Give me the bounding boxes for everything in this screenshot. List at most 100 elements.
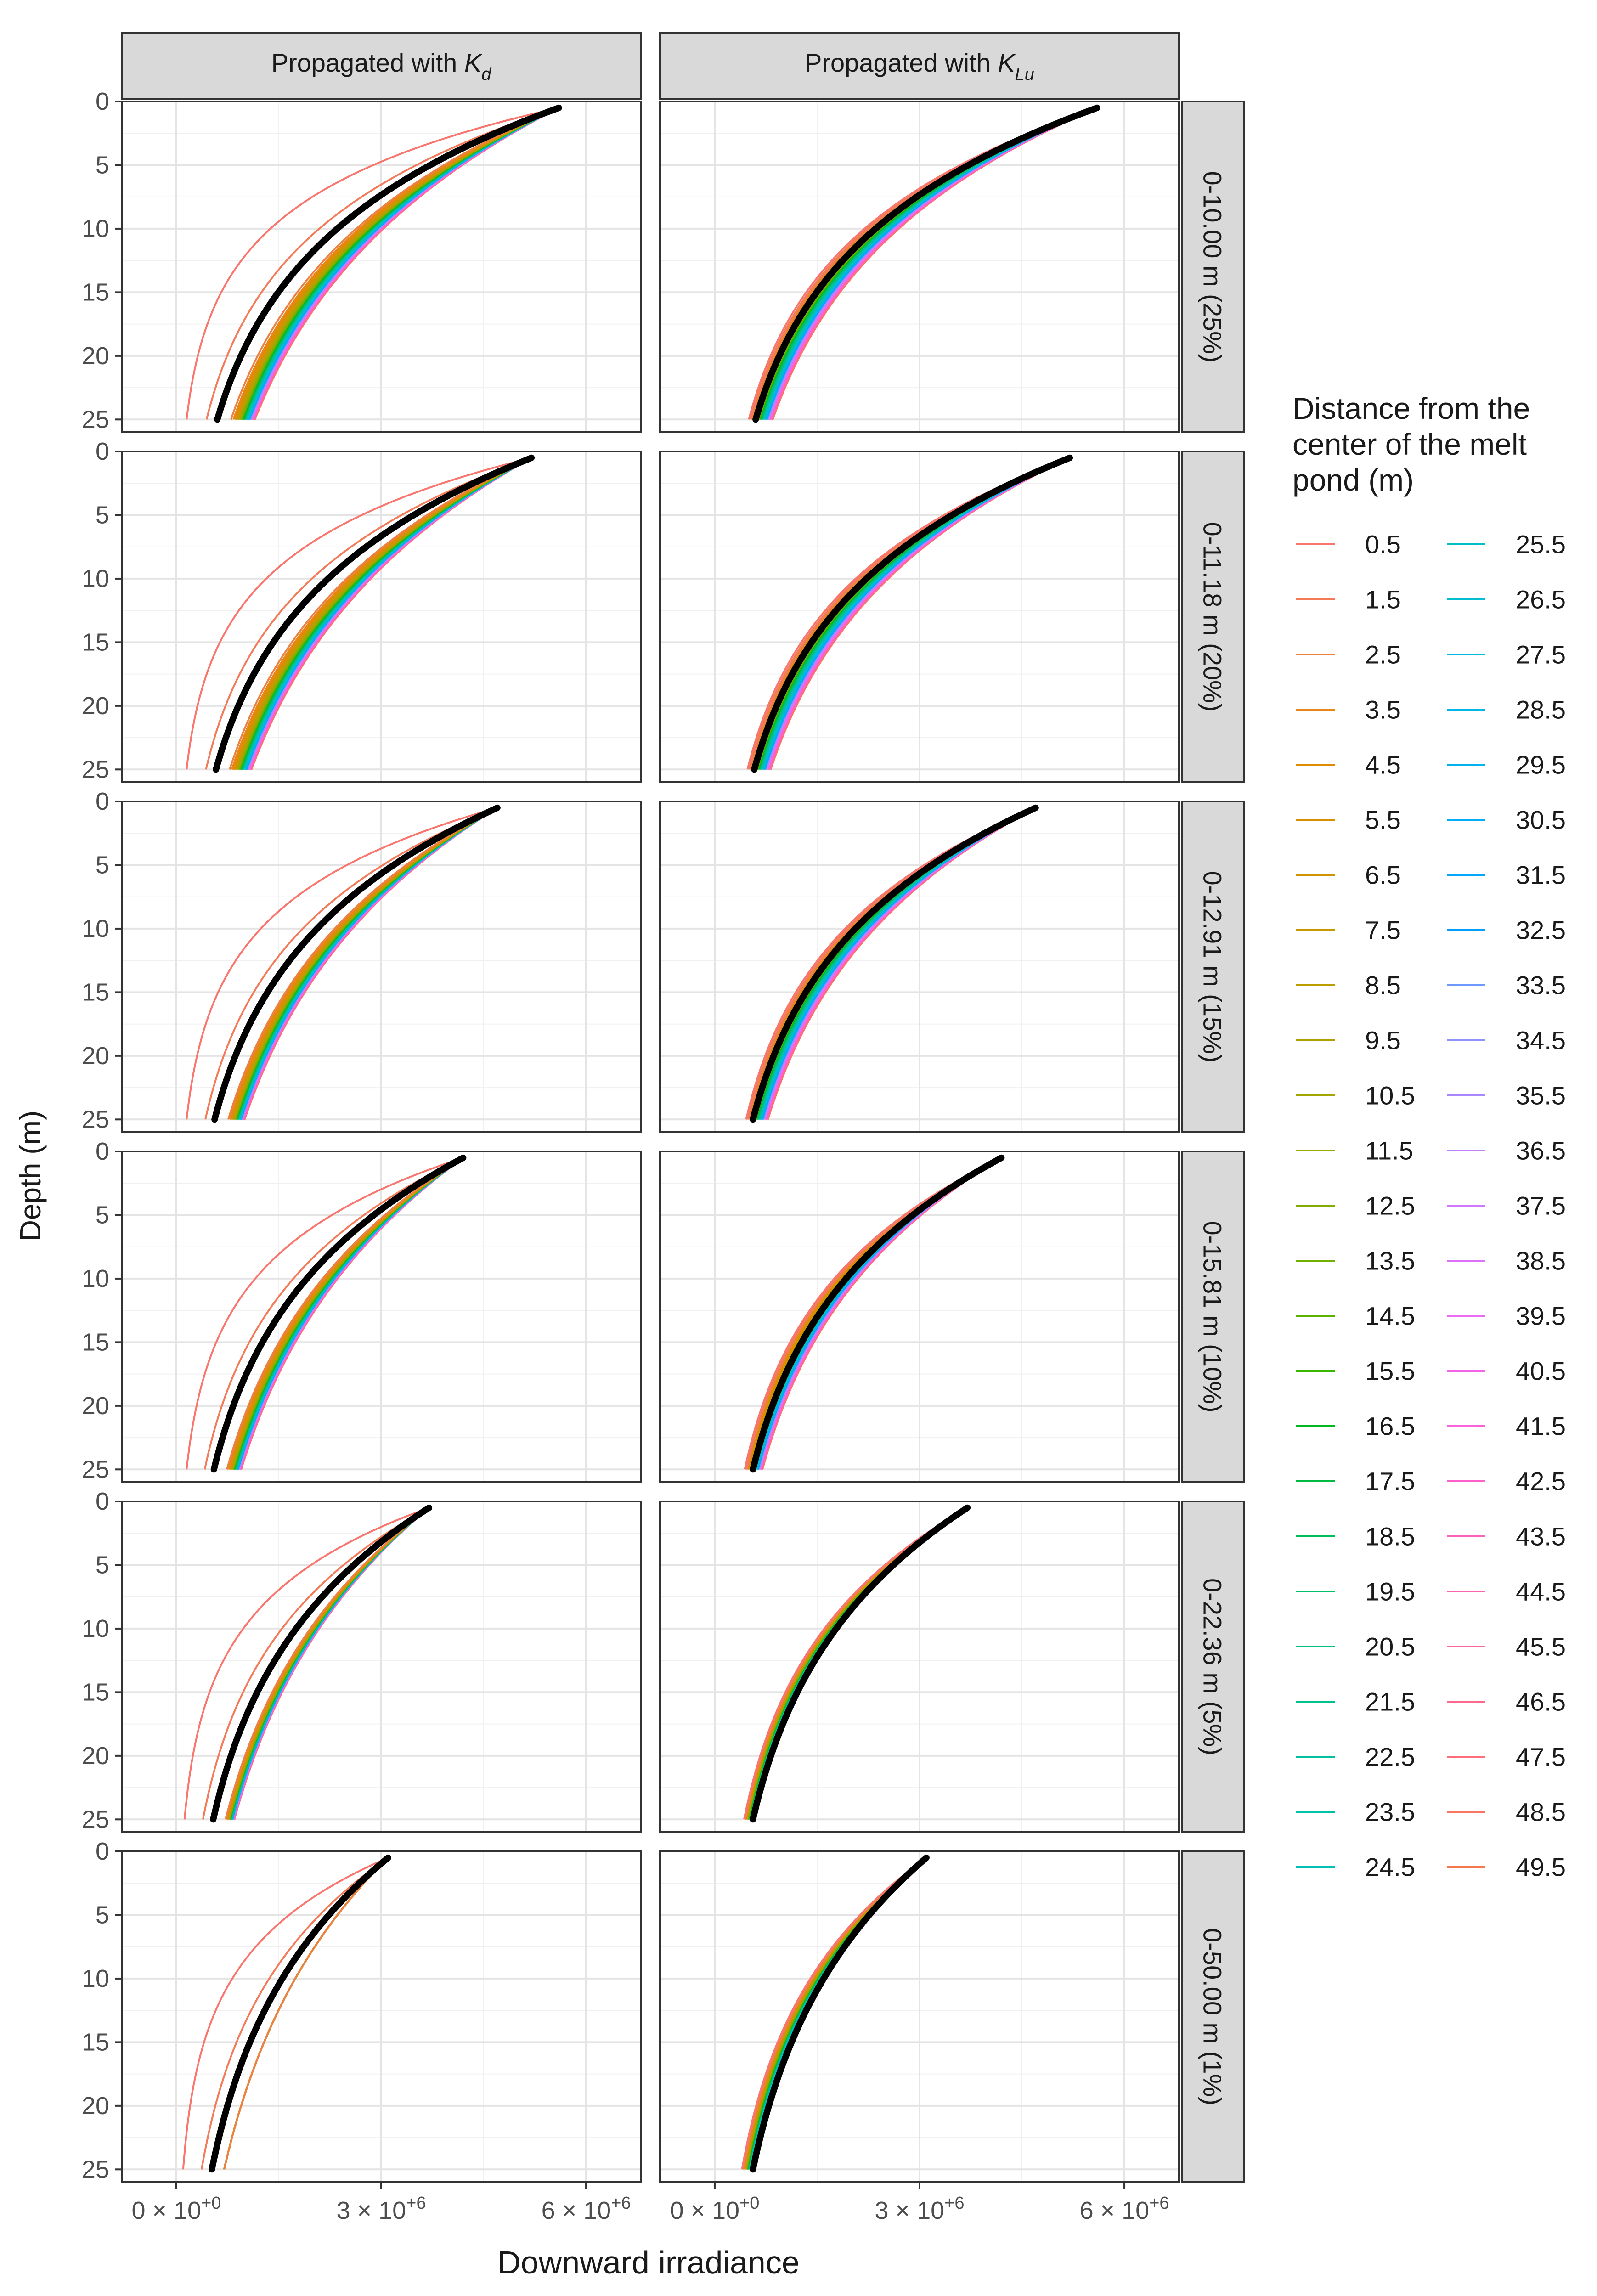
legend-label: 1.5 bbox=[1365, 585, 1401, 614]
series-line-0.5 bbox=[741, 1857, 927, 2170]
legend-item: 31.5 bbox=[1447, 861, 1566, 890]
y-tick-label: 10 bbox=[82, 915, 109, 942]
mean-profile-line bbox=[750, 804, 1039, 1123]
series-line-2.5 bbox=[230, 107, 559, 420]
y-tick-label: 5 bbox=[96, 1901, 109, 1929]
mean-profile-line bbox=[751, 454, 1073, 773]
tick-exponent: +0 bbox=[201, 2194, 221, 2213]
legend-item: 9.5 bbox=[1296, 1026, 1401, 1055]
legend-item: 39.5 bbox=[1447, 1302, 1566, 1331]
legend-item: 32.5 bbox=[1447, 916, 1566, 945]
series-line-0.5 bbox=[186, 807, 498, 1120]
legend-title-line: Distance from the bbox=[1292, 391, 1530, 425]
legend-label: 20.5 bbox=[1365, 1632, 1415, 1661]
legend-item: 46.5 bbox=[1447, 1687, 1566, 1716]
legend-title-line: pond (m) bbox=[1292, 463, 1414, 497]
y-tick-label: 20 bbox=[82, 2092, 109, 2120]
legend-label: 21.5 bbox=[1365, 1687, 1415, 1716]
legend-item: 28.5 bbox=[1447, 695, 1566, 724]
y-axis-row-4: 0 5 10 15 20 25 bbox=[82, 1138, 122, 1483]
legend-item: 23.5 bbox=[1296, 1798, 1415, 1827]
legend-label: 4.5 bbox=[1365, 750, 1401, 779]
y-axes: 0 5 10 15 20 25 0 5 10 15 20 25 0 5 10 15 20 25 0 5 10 15 20 25… bbox=[82, 88, 122, 2183]
panel-Kd-row-5 bbox=[121, 1501, 642, 1833]
legend-item: 21.5 bbox=[1296, 1687, 1415, 1716]
legend-label: 13.5 bbox=[1365, 1247, 1415, 1275]
strip-symbol: K bbox=[998, 48, 1016, 77]
series-line-2.5 bbox=[225, 1507, 430, 1820]
legend-item: 49.5 bbox=[1447, 1853, 1566, 1882]
legend-label: 15.5 bbox=[1365, 1357, 1415, 1386]
y-axis-row-5: 0 5 10 15 20 25 bbox=[82, 1488, 122, 1833]
panel-Kd-row-1 bbox=[121, 101, 642, 433]
legend-item: 22.5 bbox=[1296, 1743, 1415, 1771]
mean-profile-line bbox=[750, 1504, 971, 1823]
strip-subscript: d bbox=[481, 65, 492, 84]
tick-exponent: +6 bbox=[1149, 2194, 1169, 2213]
y-tick-label: 25 bbox=[82, 1106, 109, 1133]
legend-label: 37.5 bbox=[1516, 1191, 1566, 1220]
legend-item: 30.5 bbox=[1447, 806, 1566, 835]
legend-item: 29.5 bbox=[1447, 750, 1566, 779]
series-line-1.5 bbox=[204, 807, 498, 1120]
legend-label: 7.5 bbox=[1365, 916, 1401, 945]
series-line-2.5 bbox=[229, 457, 532, 770]
row-strip-label: 0-11.18 m (20%) bbox=[1198, 522, 1227, 712]
row-strip-label: 0-15.81 m (10%) bbox=[1198, 1221, 1227, 1412]
y-tick-label: 15 bbox=[82, 978, 109, 1006]
y-tick-label: 25 bbox=[82, 2155, 109, 2183]
legend-item: 41.5 bbox=[1447, 1412, 1566, 1441]
tick-exponent: +6 bbox=[944, 2194, 964, 2213]
legend-label: 26.5 bbox=[1516, 585, 1566, 614]
y-tick-label: 10 bbox=[82, 1265, 109, 1292]
row-strip-6: 0-50.00 m (1%) bbox=[1181, 1850, 1245, 2183]
y-tick-label: 25 bbox=[82, 1805, 109, 1833]
legend-label: 6.5 bbox=[1365, 861, 1401, 890]
legend-label: 33.5 bbox=[1516, 971, 1566, 1000]
strip-symbol: K bbox=[464, 48, 483, 77]
legend-label: 42.5 bbox=[1516, 1467, 1566, 1496]
legend-item: 5.5 bbox=[1296, 806, 1401, 835]
legend-label: 12.5 bbox=[1365, 1191, 1415, 1220]
tick-mantissa: 6 × 10 bbox=[542, 2197, 611, 2224]
y-tick-label: 5 bbox=[96, 501, 109, 529]
series-line-1.5 bbox=[202, 1507, 430, 1820]
legend-label: 43.5 bbox=[1516, 1522, 1566, 1551]
legend-label: 29.5 bbox=[1516, 750, 1566, 779]
row-strip-label: 0-50.00 m (1%) bbox=[1198, 1928, 1227, 2105]
strip-background bbox=[1181, 1151, 1245, 1483]
legend-label: 38.5 bbox=[1516, 1247, 1566, 1275]
panel-border bbox=[659, 1501, 1180, 1833]
panel-KLu-row-4 bbox=[659, 1151, 1180, 1483]
legend-item: 25.5 bbox=[1447, 530, 1566, 559]
column-strip-2: Propagated with KLu bbox=[659, 32, 1180, 100]
legend-label: 18.5 bbox=[1365, 1522, 1415, 1551]
legend-label: 23.5 bbox=[1365, 1798, 1415, 1827]
legend-label: 5.5 bbox=[1365, 806, 1401, 835]
series-line-3.5 bbox=[232, 107, 559, 420]
y-tick-label: 15 bbox=[82, 278, 109, 306]
y-tick-label: 5 bbox=[96, 1201, 109, 1229]
panel-border bbox=[121, 801, 642, 1133]
panel-border bbox=[659, 1151, 1180, 1483]
x-tick-label: 3 × 10+6 bbox=[337, 2194, 426, 2224]
y-tick-label: 15 bbox=[82, 1678, 109, 1706]
y-tick-label: 20 bbox=[82, 342, 109, 370]
legend-label: 22.5 bbox=[1365, 1743, 1415, 1771]
legend-item: 10.5 bbox=[1296, 1081, 1415, 1110]
y-tick-label: 25 bbox=[82, 406, 109, 433]
y-axis-row-1: 0 5 10 15 20 25 bbox=[82, 88, 122, 433]
legend-label: 3.5 bbox=[1365, 695, 1401, 724]
legend-label: 41.5 bbox=[1516, 1412, 1566, 1441]
panel-border bbox=[121, 451, 642, 783]
strip-background bbox=[1181, 101, 1245, 433]
x-axis-col-2: 0 × 10+0 3 × 10+6 6 × 10+6 bbox=[670, 2182, 1169, 2224]
legend-label: 47.5 bbox=[1516, 1743, 1566, 1771]
legend-label: 17.5 bbox=[1365, 1467, 1415, 1496]
series-line-1.5 bbox=[203, 1156, 464, 1470]
legend-label: 44.5 bbox=[1516, 1577, 1566, 1606]
legend-item: 38.5 bbox=[1447, 1247, 1566, 1275]
y-tick-label: 10 bbox=[82, 565, 109, 592]
row-strip-2: 0-11.18 m (20%) bbox=[1181, 451, 1245, 783]
legend-item: 19.5 bbox=[1296, 1577, 1415, 1606]
